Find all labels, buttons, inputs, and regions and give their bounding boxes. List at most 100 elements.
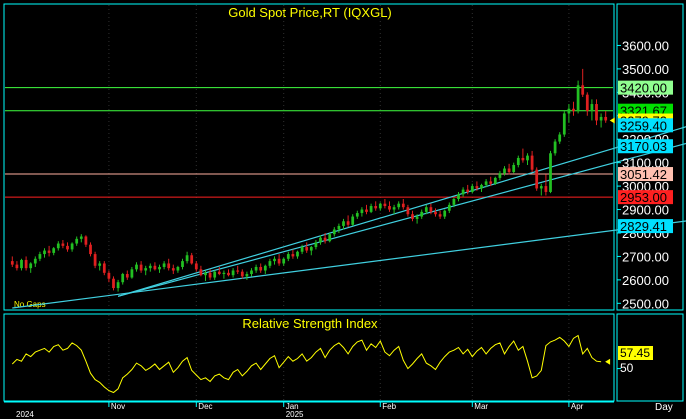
candle-body — [585, 94, 589, 112]
candle-body — [144, 268, 148, 271]
price-level-label: 2953.00 — [620, 190, 667, 205]
trendline — [117, 142, 686, 297]
candle-body — [567, 108, 571, 114]
rsi-last-pointer — [605, 358, 611, 365]
candle-body — [236, 270, 240, 272]
rsi-chart-title: Relative Strength Index — [242, 316, 378, 331]
price-level-badge — [618, 139, 673, 154]
candle-body — [434, 211, 437, 215]
candle-body — [406, 207, 410, 215]
candle-body — [66, 245, 69, 250]
candle-body — [470, 186, 474, 192]
no-gaps-label: No Gaps — [14, 300, 46, 309]
trendline — [12, 220, 686, 309]
candle-body — [296, 251, 299, 257]
candle-body — [38, 254, 42, 259]
candle-body — [553, 141, 557, 154]
candle-body — [388, 206, 391, 210]
candle-body — [89, 244, 92, 255]
candle-body — [378, 203, 382, 209]
candle-body — [526, 155, 529, 161]
candle-body — [130, 269, 134, 278]
candle-body — [424, 207, 428, 212]
candle-body — [309, 247, 313, 251]
candle-body — [328, 234, 332, 242]
candle-body — [383, 203, 387, 207]
candle-body — [171, 268, 175, 271]
candle-body — [461, 189, 465, 195]
rsi-series-line — [11, 334, 602, 394]
price-level-label: 3051.42 — [620, 167, 667, 182]
price-level-badge — [618, 80, 673, 95]
candle-body — [121, 274, 125, 283]
price-axis-tick-label: 3500.00 — [622, 62, 669, 77]
candle-body — [112, 278, 115, 289]
candle-body — [572, 108, 575, 112]
candle-body — [521, 157, 525, 161]
candle-body — [102, 263, 106, 273]
candle-body — [231, 270, 235, 276]
candle-body — [535, 169, 539, 189]
candle-body — [240, 271, 244, 277]
trendline — [117, 126, 686, 297]
candle-body — [411, 214, 414, 219]
candle-body — [254, 266, 258, 271]
rsi-value-label: 57.45 — [620, 346, 650, 360]
candle-body — [452, 198, 456, 205]
candle-body — [355, 213, 359, 217]
price-axis-tick-label: 3600.00 — [622, 38, 669, 53]
candle-body — [10, 261, 14, 265]
price-axis-frame — [616, 3, 684, 311]
candle-body — [420, 211, 424, 217]
rsi-value-badge — [618, 346, 653, 360]
candle-body — [549, 153, 552, 192]
price-level-badge — [618, 167, 673, 182]
candle-body — [562, 113, 566, 135]
price-level-badge — [618, 190, 673, 205]
time-axis-month-label: Jan — [286, 402, 299, 411]
price-level-badge — [618, 118, 673, 133]
candle-body — [56, 243, 60, 249]
candle-body — [595, 104, 598, 121]
candle-body — [176, 266, 180, 271]
price-chart-title: Gold Spot Price,RT (IQXGL) — [228, 5, 392, 20]
time-axis-month-label: Feb — [382, 402, 396, 411]
candle-body — [392, 207, 396, 210]
candle-body — [489, 181, 493, 184]
time-axis-month-label: Dec — [198, 402, 212, 411]
candle-body — [282, 258, 286, 264]
candle-body — [116, 282, 120, 289]
candle-body — [507, 168, 511, 173]
candle-body — [250, 270, 253, 275]
candle-body — [107, 272, 111, 279]
rsi-axis-label: 50 — [620, 361, 634, 375]
rsi-axis-frame — [616, 313, 684, 402]
candle-body — [20, 259, 23, 269]
candle-body — [24, 259, 28, 269]
candle-body — [52, 248, 56, 253]
candle-body — [259, 266, 263, 271]
candle-body — [493, 177, 497, 184]
candle-body — [29, 263, 33, 269]
candle-body — [277, 258, 281, 264]
candle-body — [374, 206, 378, 209]
time-axis-year-label: 2025 — [286, 410, 304, 419]
candle-body — [484, 181, 488, 185]
candle-body — [227, 272, 230, 276]
price-level-label: 3420.00 — [620, 81, 667, 96]
candle-body — [190, 255, 194, 264]
candle-body — [438, 214, 442, 217]
candle-body — [558, 134, 562, 142]
candle-body — [181, 261, 184, 267]
candle-body — [305, 247, 309, 251]
candle-body — [351, 216, 355, 225]
candle-body — [268, 261, 272, 266]
candle-body — [139, 264, 143, 271]
candle-body — [84, 236, 88, 245]
candle-body — [43, 250, 46, 255]
time-axis-month-label: Apr — [571, 402, 584, 411]
candle-body — [245, 274, 249, 277]
candle-body — [286, 254, 290, 259]
price-level-badge — [618, 219, 673, 234]
